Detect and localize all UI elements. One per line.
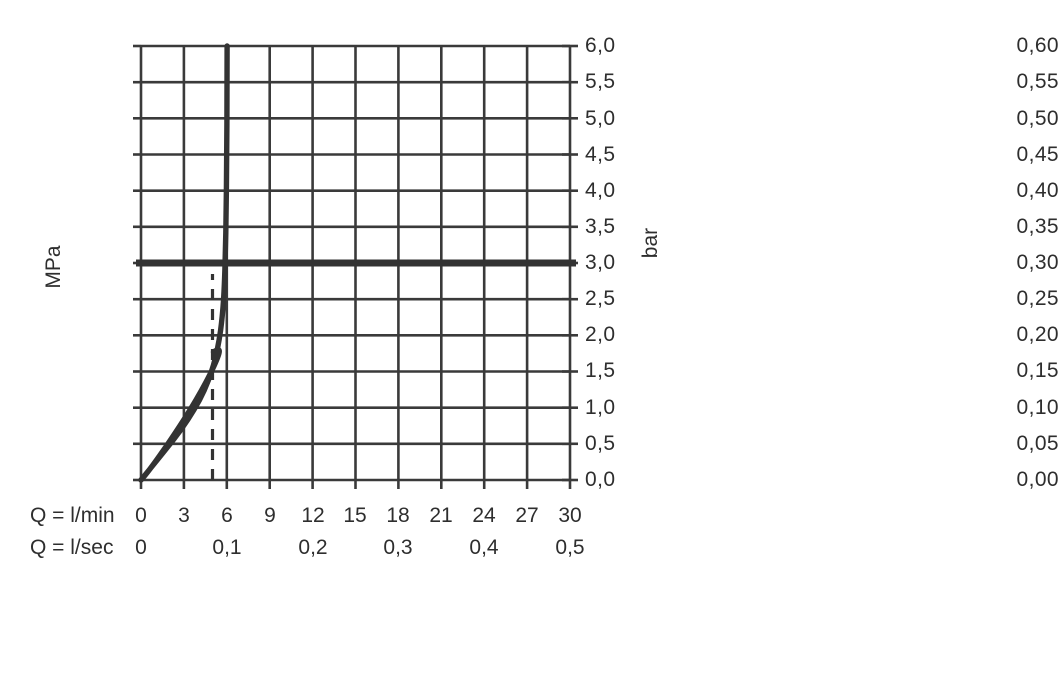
pressure-loss-curve (138, 43, 230, 483)
y-label-bar-2: 1,0 (585, 396, 616, 419)
x-label-lmin-3: 9 (264, 504, 276, 527)
y-label-bar-5: 2,5 (585, 287, 616, 310)
y-axis-right-ticks (562, 44, 578, 482)
y-label-bar-9: 4,5 (585, 143, 616, 166)
y-label-bar-10: 5,0 (585, 107, 616, 130)
x-label-lmin-10: 30 (558, 504, 582, 527)
y-label-mpa-6: 0,30 (1016, 251, 1059, 274)
y-label-mpa-8: 0,40 (1016, 179, 1059, 202)
y-label-mpa-7: 0,35 (1016, 215, 1059, 238)
y-axis-title-mpa: MPa (42, 245, 65, 289)
x-label-lsec-1: 0,1 (212, 536, 242, 559)
y-label-mpa-12: 0,60 (1016, 34, 1059, 57)
y-label-mpa-9: 0,45 (1016, 143, 1059, 166)
y-label-bar-8: 4,0 (585, 179, 616, 202)
y-label-bar-7: 3,5 (585, 215, 616, 238)
y-label-bar-6: 3,0 (585, 251, 616, 274)
y-label-bar-0: 0,0 (585, 468, 616, 491)
y-label-bar-3: 1,5 (585, 359, 616, 382)
y-label-mpa-3: 0,15 (1016, 359, 1059, 382)
y-label-bar-12: 6,0 (585, 34, 616, 57)
y-label-bar-1: 0,5 (585, 432, 616, 455)
x-label-lmin-5: 15 (343, 504, 367, 527)
x-label-lmin-1: 3 (178, 504, 190, 527)
x-label-lsec-3: 0,3 (383, 536, 413, 559)
y-label-mpa-0: 0,00 (1016, 468, 1059, 491)
y-label-bar-4: 2,0 (585, 323, 616, 346)
x-label-lsec-5: 0,5 (555, 536, 585, 559)
y-label-mpa-1: 0,05 (1016, 432, 1059, 455)
x-label-lsec-0: 0 (135, 536, 147, 559)
x-label-lsec-4: 0,4 (469, 536, 499, 559)
y-label-mpa-10: 0,50 (1016, 107, 1059, 130)
x-label-lmin-6: 18 (386, 504, 410, 527)
x-axis-ticks (139, 480, 572, 489)
y-label-mpa-11: 0,55 (1016, 70, 1059, 93)
y-label-mpa-4: 0,20 (1016, 323, 1059, 346)
x-axis-title-lmin: Q = l/min (30, 504, 115, 527)
x-label-lmin-8: 24 (472, 504, 496, 527)
x-label-lmin-0: 0 (135, 504, 147, 527)
x-label-lmin-4: 12 (301, 504, 325, 527)
x-label-lmin-2: 6 (221, 504, 233, 527)
y-label-bar-11: 5,5 (585, 70, 616, 93)
y-label-mpa-5: 0,25 (1016, 287, 1059, 310)
x-label-lmin-9: 27 (515, 504, 539, 527)
x-label-lsec-2: 0,2 (298, 536, 328, 559)
x-axis-title-lsec: Q = l/sec (30, 536, 114, 559)
y-axis-title-bar: bar (639, 227, 662, 259)
y-label-mpa-2: 0,10 (1016, 396, 1059, 419)
x-label-lmin-7: 21 (429, 504, 453, 527)
